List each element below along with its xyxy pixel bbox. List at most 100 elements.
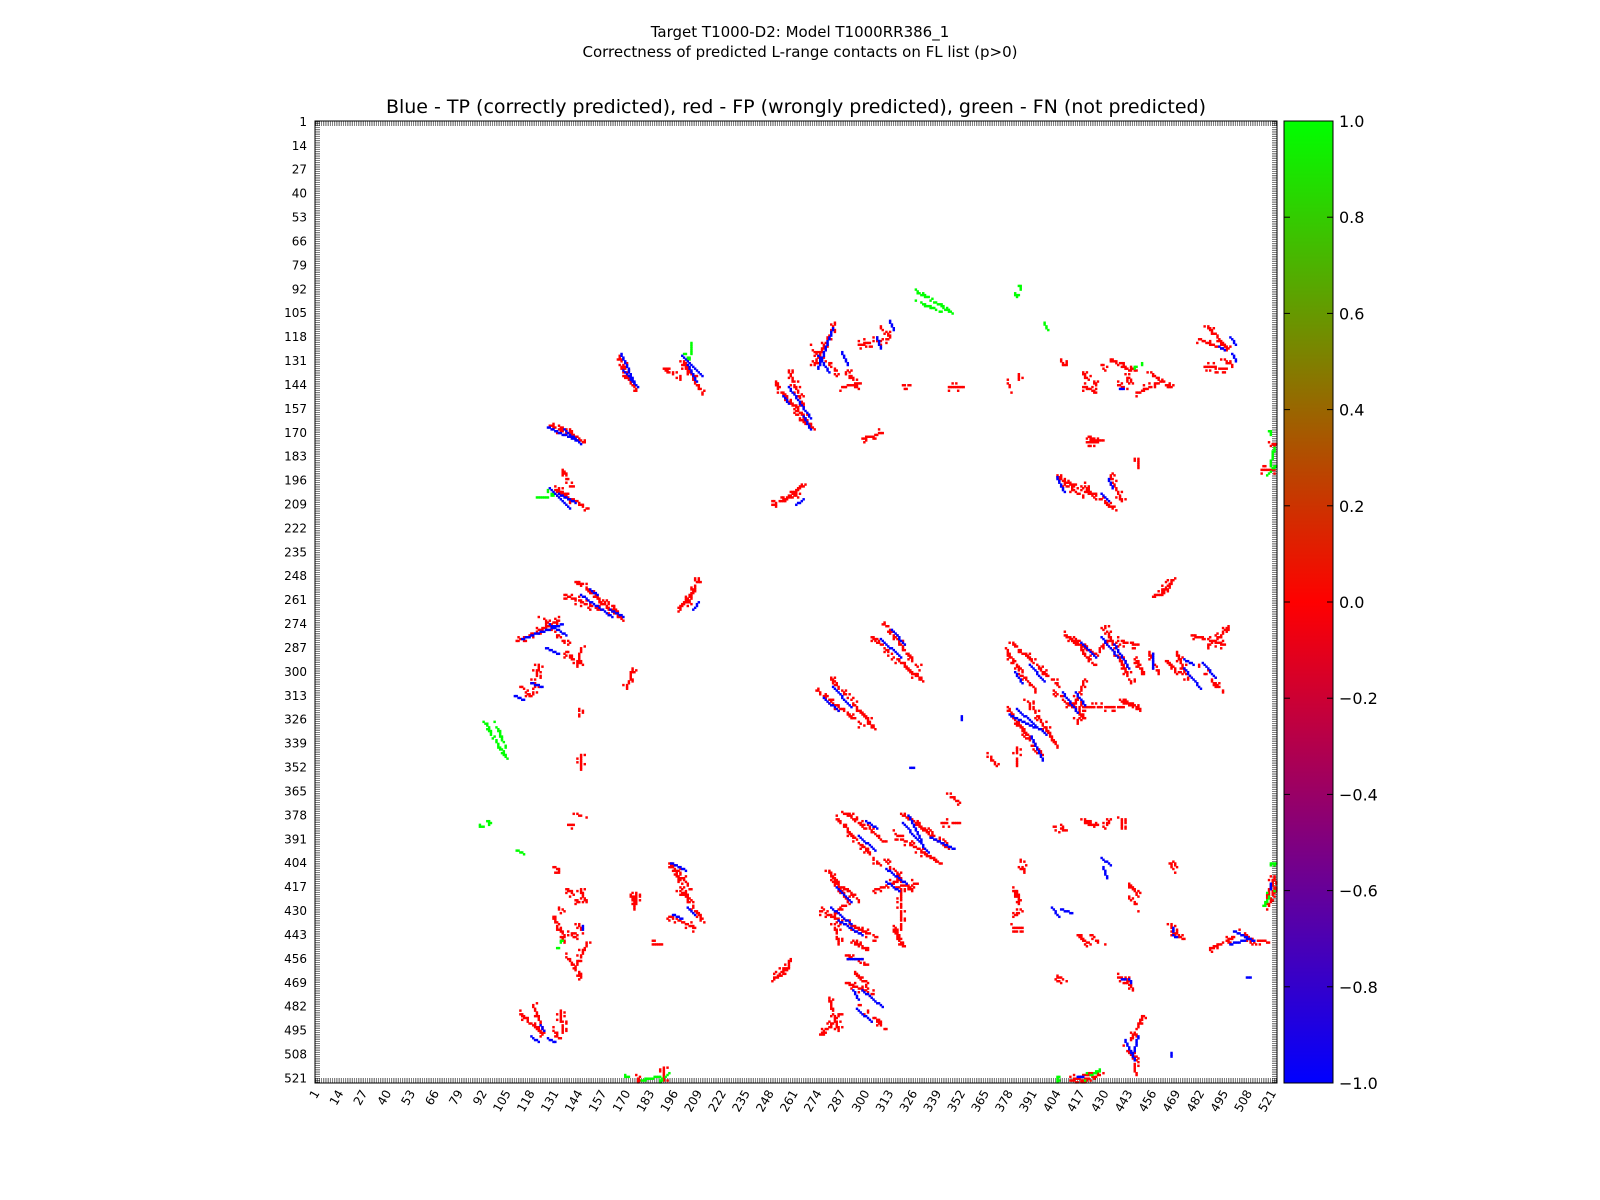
contact-tp — [541, 630, 544, 633]
contact-fp — [1231, 937, 1234, 941]
contact-fp — [1128, 882, 1131, 885]
contact-fp — [1271, 893, 1274, 896]
contact-fp — [618, 358, 621, 361]
contact-fp — [881, 886, 884, 889]
x-tick-label: 53 — [398, 1088, 418, 1108]
contact-fp — [1056, 746, 1059, 749]
contact-fp — [515, 639, 518, 643]
contact-fp — [833, 1018, 837, 1022]
contact-fp — [611, 608, 614, 611]
contact-tp — [798, 501, 802, 505]
contact-fn — [1264, 902, 1267, 906]
contact-fp — [826, 694, 829, 698]
contact-tp — [690, 369, 693, 372]
contact-fp — [555, 871, 559, 874]
contact-fp — [565, 952, 568, 955]
contact-fp — [1087, 819, 1090, 823]
contact-tp — [625, 372, 629, 376]
contact-fp — [956, 799, 960, 803]
contact-fp — [557, 869, 561, 873]
contact-fp — [1162, 380, 1166, 383]
contact-fp — [853, 985, 857, 988]
contact-tp — [938, 840, 941, 843]
contact-tp — [1104, 641, 1107, 644]
contact-fp — [1037, 716, 1041, 720]
contact-fp — [697, 579, 701, 582]
contact-tp — [910, 819, 914, 823]
contact-fp — [1172, 384, 1175, 387]
contact-fp — [1012, 930, 1015, 933]
contact-fn — [484, 722, 487, 725]
contact-fp — [896, 878, 899, 882]
contact-fp — [958, 801, 962, 805]
contact-fp — [1207, 643, 1210, 646]
contact-fp — [1030, 744, 1033, 747]
contact-fn — [1269, 431, 1273, 435]
contact-fp — [579, 439, 583, 442]
contact-fp — [1221, 689, 1225, 692]
contact-fp — [1214, 345, 1217, 348]
contact-fp — [903, 661, 907, 665]
contact-tp — [543, 630, 546, 633]
contact-fp — [793, 380, 796, 383]
contact-tp — [1034, 724, 1037, 727]
contact-fp — [953, 385, 956, 389]
contact-tp — [1083, 704, 1087, 707]
contact-fp — [879, 1022, 883, 1025]
contact-fp — [1203, 637, 1206, 641]
contact-fp — [835, 911, 838, 915]
contact-tp — [1036, 748, 1039, 751]
contact-fp — [795, 404, 798, 407]
contact-fn — [951, 312, 954, 315]
contact-fp — [831, 678, 835, 681]
contact-fp — [876, 1018, 879, 1022]
contact-fp — [914, 674, 918, 678]
contact-fp — [861, 343, 864, 347]
contact-fp — [1115, 496, 1118, 499]
contact-fp — [572, 932, 575, 935]
contact-fp — [695, 910, 699, 913]
contact-fp — [918, 676, 921, 679]
contact-fp — [532, 1003, 535, 1007]
contact-fp — [1017, 897, 1021, 900]
contact-fp — [1113, 705, 1116, 709]
contact-fp — [1179, 659, 1182, 663]
contact-tp — [559, 431, 563, 435]
contact-fp — [901, 645, 905, 648]
contact-fn — [498, 731, 502, 735]
contact-fp — [833, 1016, 837, 1020]
contact-fp — [679, 878, 682, 882]
contact-fp — [1034, 687, 1037, 690]
contact-fp — [576, 499, 579, 503]
contact-fp — [1012, 641, 1015, 644]
contact-fp — [1203, 325, 1206, 328]
contact-fp — [1087, 823, 1090, 827]
contact-fp — [1083, 485, 1087, 488]
contact-fp — [800, 411, 804, 415]
contact-fp — [1175, 930, 1179, 933]
contact-fp — [629, 893, 632, 896]
contact-fp — [1231, 935, 1234, 939]
contact-fp — [1208, 341, 1212, 345]
contact-fp — [1118, 976, 1122, 979]
contact-fp — [782, 968, 785, 972]
contact-fp — [552, 426, 555, 429]
contact-fp — [589, 590, 592, 593]
contact-fp — [839, 891, 842, 895]
contact-fp — [923, 827, 927, 830]
contact-fp — [535, 674, 539, 678]
contact-fn — [559, 941, 563, 944]
contact-tp — [537, 1040, 541, 1044]
contact-fp — [1041, 724, 1044, 727]
contact-fp — [839, 707, 842, 711]
contact-fp — [844, 693, 848, 696]
contact-tp — [830, 334, 833, 337]
contact-fp — [868, 435, 872, 438]
contact-fn — [1015, 293, 1019, 297]
contact-fp — [1221, 367, 1225, 370]
contact-fp — [850, 924, 853, 928]
contact-fp — [830, 875, 833, 878]
x-tick-label: 508 — [1232, 1088, 1256, 1115]
contact-fp — [901, 945, 905, 948]
contact-fp — [782, 972, 785, 976]
